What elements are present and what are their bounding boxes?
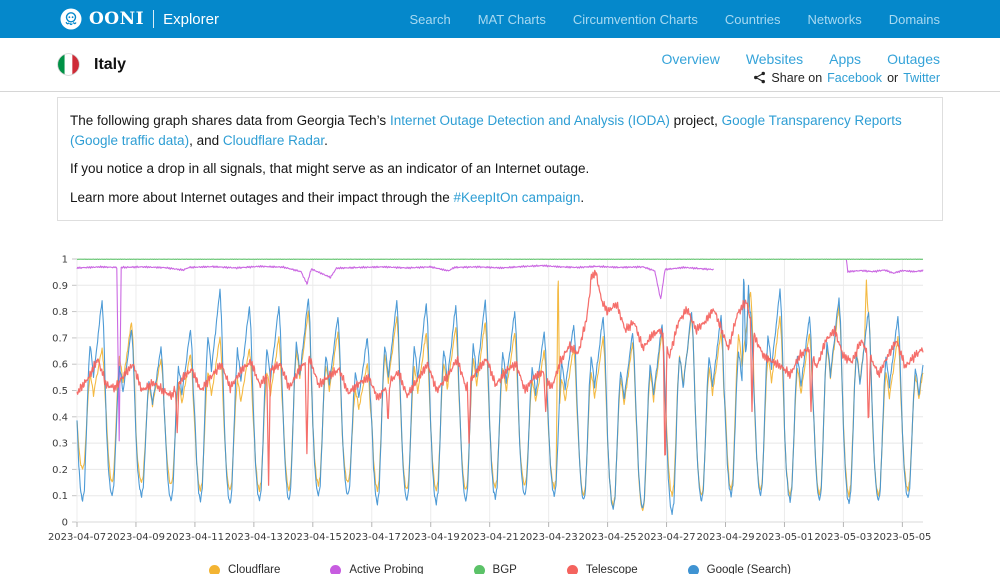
text-segment: project,	[669, 113, 722, 128]
legend-dot-active-probing	[330, 564, 342, 574]
italy-flag-icon	[57, 53, 80, 76]
inline-link[interactable]: Cloudflare Radar	[222, 132, 325, 148]
series-line-active-probing	[76, 260, 924, 442]
text-segment: The following graph shares data from Geo…	[70, 113, 390, 128]
intro-paragraph-2: If you notice a drop in all signals, tha…	[70, 159, 930, 179]
share-twitter-link[interactable]: Twitter	[903, 70, 940, 85]
series-line-telescope	[76, 270, 924, 487]
legend-item-telescope: Telescope	[566, 564, 638, 574]
country-tabs: Overview Websites Apps Outages	[661, 51, 940, 67]
ooni-logo[interactable]: OONI Explorer	[60, 8, 219, 30]
x-axis-tick-label: 2023-04-27	[637, 532, 695, 543]
legend-item-google-search: Google (Search)	[687, 564, 792, 574]
nav-link-countries[interactable]: Countries	[724, 11, 781, 27]
legend-item-bgp: BGP	[473, 564, 517, 574]
country-title: Italy	[57, 53, 126, 76]
nav-links: Search MAT Charts Circumvention Charts Coun…	[410, 12, 940, 27]
legend-dot-bgp	[473, 564, 485, 574]
share-row: Share on Facebook or Twitter	[753, 71, 940, 85]
text-segment: If you notice a drop in all signals, tha…	[70, 161, 590, 177]
text-segment: Learn more about Internet outages and th…	[70, 189, 454, 205]
y-axis-tick-label: 0.1	[52, 491, 68, 502]
tab-overview[interactable]: Overview	[661, 50, 720, 67]
legend-label: Telescope	[585, 564, 638, 574]
country-header: Italy Overview Websites Apps Outages Share …	[0, 38, 1000, 92]
series-line-google-search	[76, 279, 924, 516]
text-segment: .	[580, 189, 585, 205]
nav-link-search[interactable]: Search	[409, 11, 451, 27]
brand-subtitle: Explorer	[163, 10, 219, 28]
share-prefix: Share on	[771, 70, 823, 85]
x-axis-tick-label: 2023-04-13	[225, 532, 283, 543]
y-axis-tick-label: 0	[62, 518, 68, 529]
legend-item-cloudflare: Cloudflare	[208, 564, 281, 574]
nav-link-circumvention-charts[interactable]: Circumvention Charts	[572, 11, 698, 27]
inline-link[interactable]: Internet Outage Detection and Analysis (…	[389, 113, 670, 128]
x-axis-tick-label: 2023-04-15	[284, 532, 342, 543]
x-axis-tick-label: 2023-04-11	[166, 532, 224, 543]
brand-separator	[153, 10, 155, 28]
outage-chart: 0 0.1 0.2 0.3 0.4 0.5 0.6 0.7 0.8 0.9 1 2023-04-07 2…	[0, 251, 1000, 574]
text-segment: , and	[189, 132, 223, 148]
page-title: Italy	[94, 55, 127, 73]
x-axis-tick-label: 2023-04-09	[107, 532, 165, 543]
intro-paragraph-3: Learn more about Internet outages and th…	[70, 188, 930, 208]
tab-apps[interactable]: Apps	[829, 50, 862, 67]
nav-link-networks[interactable]: Networks	[807, 11, 862, 27]
y-axis-tick-label: 1	[62, 255, 68, 266]
x-axis-tick-label: 2023-04-23	[520, 532, 578, 543]
x-axis-tick-label: 2023-05-03	[814, 532, 872, 543]
legend-label: Cloudflare	[227, 564, 281, 574]
x-axis-tick-label: 2023-05-05	[873, 532, 931, 543]
inline-link[interactable]: Google Transparency Reports (Google traf…	[70, 113, 902, 148]
tab-websites[interactable]: Websites	[745, 50, 804, 67]
legend-label: Active Probing	[349, 564, 424, 574]
tab-outages[interactable]: Outages	[887, 50, 940, 67]
series-line-bgp	[76, 258, 923, 261]
legend-dot-telescope	[566, 564, 578, 574]
x-axis-tick-label: 2023-05-01	[755, 532, 813, 543]
x-axis-tick-label: 2023-04-07	[48, 532, 106, 543]
share-icon	[753, 71, 766, 84]
inline-link[interactable]: #KeepItOn campaign	[453, 189, 581, 205]
legend-dot-cloudflare	[208, 564, 220, 574]
chart-legend: Cloudflare Active Probing BGP Telescope Goog…	[0, 564, 1000, 574]
x-axis-tick-label: 2023-04-17	[343, 532, 401, 543]
brand-name: OONI	[89, 9, 145, 29]
y-axis-tick-label: 0.2	[52, 465, 68, 476]
y-axis-tick-label: 0.7	[52, 334, 68, 345]
nav-link-domains[interactable]: Domains	[888, 11, 940, 27]
nav-link-mat-charts[interactable]: MAT Charts	[477, 11, 546, 27]
legend-item-active-probing: Active Probing	[330, 564, 424, 574]
text-segment: .	[324, 132, 328, 148]
legend-dot-google-search	[687, 564, 699, 574]
x-axis-tick-label: 2023-04-19	[402, 532, 460, 543]
octopus-icon	[60, 8, 82, 30]
intro-paragraph-1: The following graph shares data from Geo…	[70, 111, 930, 150]
x-axis-tick-label: 2023-04-25	[579, 532, 637, 543]
legend-label: BGP	[492, 564, 517, 574]
y-axis-tick-label: 0.6	[52, 360, 68, 371]
x-axis-tick-label: 2023-04-29	[696, 532, 754, 543]
y-axis-tick-label: 0.9	[52, 281, 68, 292]
y-axis-tick-label: 0.4	[52, 413, 68, 424]
intro-card: The following graph shares data from Geo…	[57, 97, 943, 222]
y-axis-tick-label: 0.5	[52, 386, 68, 397]
top-navbar: OONI Explorer Search MAT Charts Circumvent…	[0, 0, 1000, 38]
legend-label: Google (Search)	[706, 564, 792, 574]
x-axis-tick-label: 2023-04-21	[461, 532, 519, 543]
y-axis-tick-label: 0.3	[52, 439, 68, 450]
share-facebook-link[interactable]: Facebook	[827, 70, 883, 85]
y-axis-tick-label: 0.8	[52, 307, 68, 318]
share-or: or	[887, 70, 899, 85]
